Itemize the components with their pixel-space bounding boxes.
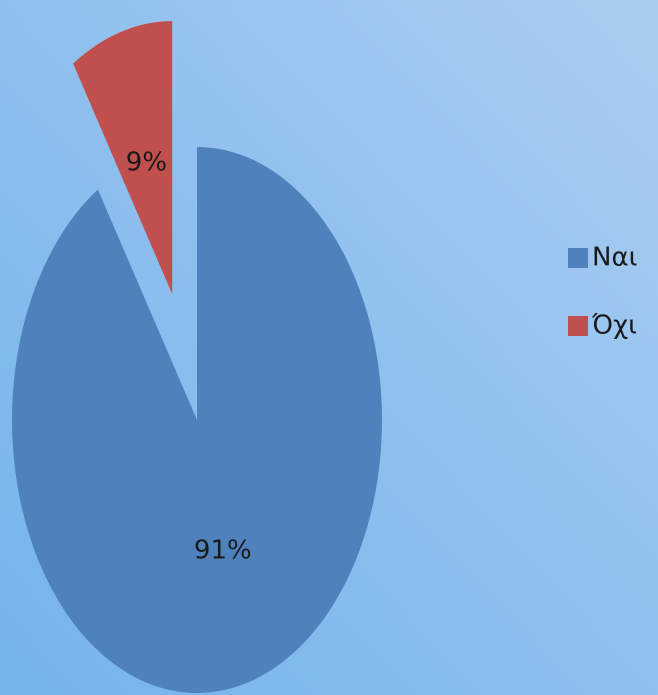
data-label: 9% [126,148,167,178]
data-label: 91% [194,536,252,566]
pie-slice [73,21,173,295]
legend-label: Όχι [591,311,637,341]
legend-swatch [568,248,588,268]
legend-label: Ναι [592,243,637,273]
pie: 91% 9% [11,21,383,693]
legend: Ναι Όχι [568,243,637,341]
pie-slice [11,147,383,693]
legend-swatch [568,316,588,336]
